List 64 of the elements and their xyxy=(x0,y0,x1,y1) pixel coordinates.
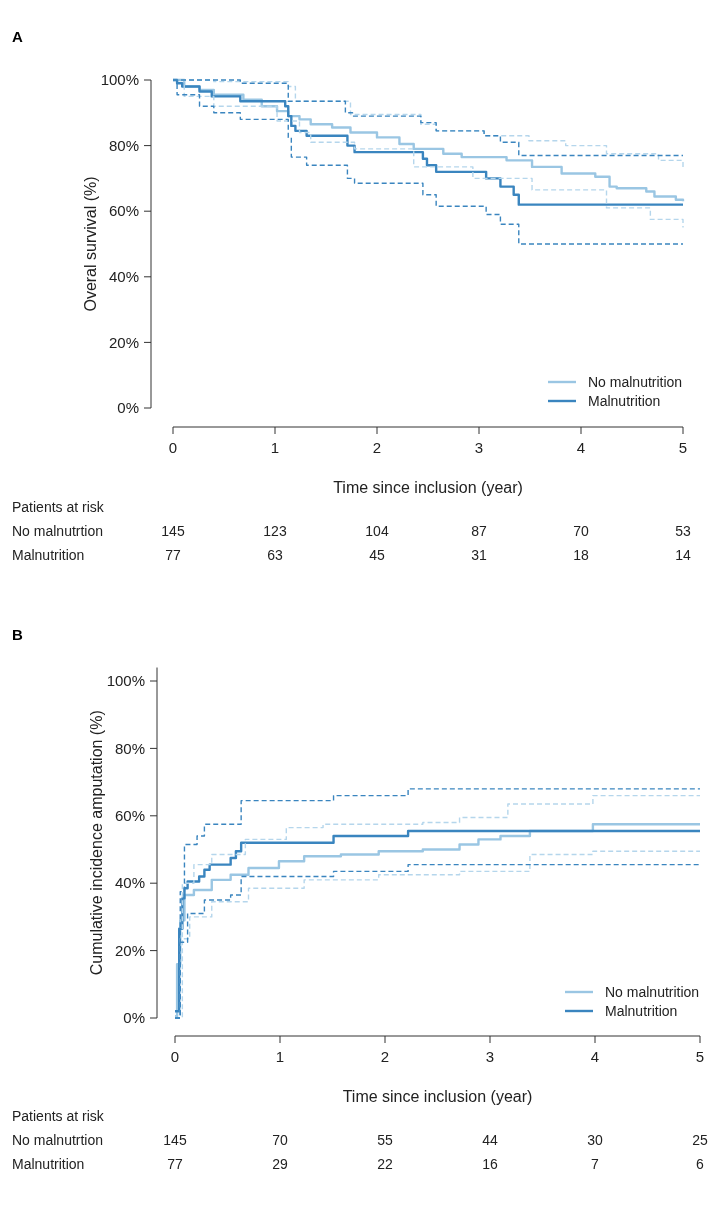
y-tick-label: 80% xyxy=(114,739,145,757)
text: 14 xyxy=(675,547,691,563)
text: 6 xyxy=(696,1156,705,1172)
text: Patients at risk xyxy=(12,1108,105,1124)
legend-label: Malnutrition xyxy=(588,392,661,409)
x-tick-label: 3 xyxy=(485,1048,495,1065)
text: 53 xyxy=(675,523,691,539)
text: Malnutrition xyxy=(12,547,85,563)
text: 16 xyxy=(482,1156,498,1172)
text: 18 xyxy=(573,547,589,563)
x-tick-label: 2 xyxy=(380,1048,390,1065)
y-tick-label: 0% xyxy=(117,399,139,417)
y-axis-title: Cumulative incidence amputation (%) xyxy=(88,710,105,976)
text: Malnutrition xyxy=(12,1156,85,1172)
legend-label: No malnutrition xyxy=(588,373,683,390)
text: A xyxy=(12,28,23,45)
x-tick-label: 4 xyxy=(576,439,586,456)
y-tick-label: 40% xyxy=(114,874,145,892)
text: 31 xyxy=(471,547,487,563)
text: 7 xyxy=(591,1156,600,1172)
text: 123 xyxy=(263,523,287,539)
y-tick-label: 40% xyxy=(108,268,139,286)
x-tick-label: 1 xyxy=(270,439,280,456)
text: 29 xyxy=(272,1156,288,1172)
y-tick-label: 100% xyxy=(106,672,145,690)
text: 70 xyxy=(573,523,589,539)
text: 30 xyxy=(587,1132,603,1148)
x-tick-label: 0 xyxy=(168,439,178,456)
text: 55 xyxy=(377,1132,393,1148)
y-tick-label: 0% xyxy=(123,1009,145,1027)
text: 77 xyxy=(165,547,181,563)
x-tick-label: 1 xyxy=(275,1048,285,1065)
text: 45 xyxy=(369,547,385,563)
x-tick-label: 4 xyxy=(590,1048,600,1065)
y-tick-label: 20% xyxy=(114,941,145,959)
text: 44 xyxy=(482,1132,498,1148)
text: 145 xyxy=(163,1132,187,1148)
y-tick-label: 60% xyxy=(114,807,145,825)
text: 25 xyxy=(692,1132,708,1148)
text: 104 xyxy=(365,523,389,539)
y-tick-label: 80% xyxy=(108,136,139,154)
text: Patients at risk xyxy=(12,499,105,515)
text: No malnutrtion xyxy=(12,1132,104,1148)
y-tick-label: 100% xyxy=(100,71,139,89)
text: 22 xyxy=(377,1156,393,1172)
y-tick-label: 20% xyxy=(108,333,139,351)
text: 87 xyxy=(471,523,487,539)
x-tick-label: 0 xyxy=(170,1048,180,1065)
text: B xyxy=(12,626,23,643)
x-tick-label: 3 xyxy=(474,439,484,456)
text: 77 xyxy=(167,1156,183,1172)
x-axis-title: Time since inclusion (year) xyxy=(333,479,523,496)
x-axis-title: Time since inclusion (year) xyxy=(342,1088,533,1105)
text: 70 xyxy=(272,1132,288,1148)
text: No malnutrtion xyxy=(12,523,104,539)
text: 63 xyxy=(267,547,283,563)
y-tick-label: 60% xyxy=(108,202,139,220)
legend-label: Malnutrition xyxy=(605,1002,678,1019)
y-axis-title: Overal survival (%) xyxy=(82,176,99,312)
text: 145 xyxy=(161,523,185,539)
x-tick-label: 5 xyxy=(678,439,688,456)
x-tick-label: 2 xyxy=(372,439,382,456)
legend-label: No malnutrition xyxy=(605,983,700,1000)
x-tick-label: 5 xyxy=(695,1048,705,1065)
